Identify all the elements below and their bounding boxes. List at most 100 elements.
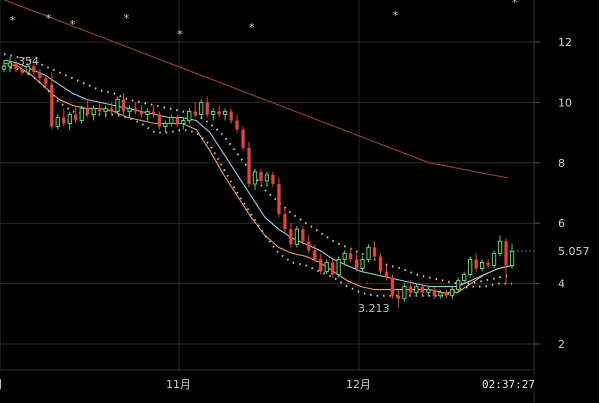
candle-body bbox=[444, 292, 448, 296]
candle-body bbox=[98, 108, 102, 112]
candle-body bbox=[229, 111, 233, 121]
candle-body bbox=[20, 69, 24, 73]
candle-body bbox=[283, 214, 287, 230]
price-tick-label: 2 bbox=[558, 338, 565, 351]
candle-body bbox=[86, 108, 90, 115]
candle-body bbox=[157, 114, 161, 127]
candle-body bbox=[384, 271, 389, 278]
signal-marker: * bbox=[46, 12, 52, 25]
candle-body bbox=[252, 171, 258, 185]
candle-body bbox=[486, 262, 490, 266]
time-tick-label: 月 bbox=[0, 378, 3, 391]
candle-body bbox=[349, 253, 353, 260]
candle-body bbox=[355, 259, 359, 269]
price-tick-label: 10 bbox=[558, 96, 572, 109]
candle-body bbox=[324, 262, 329, 273]
candle-body bbox=[509, 251, 515, 266]
candle-body bbox=[127, 107, 132, 112]
candle-body bbox=[211, 111, 216, 115]
candle-body bbox=[259, 171, 263, 181]
candle-body bbox=[372, 247, 377, 257]
candle-body bbox=[7, 62, 13, 67]
candle-body bbox=[491, 252, 497, 266]
candle-body bbox=[468, 258, 473, 275]
candle-body bbox=[360, 258, 365, 269]
candle-body bbox=[277, 183, 281, 215]
signal-marker: * bbox=[124, 12, 130, 25]
time-axis[interactable]: 月 11月 12月 bbox=[0, 378, 371, 391]
candle-body bbox=[55, 117, 60, 128]
price-tick-label: 6 bbox=[558, 217, 565, 230]
candle-body bbox=[438, 292, 443, 297]
candle-body bbox=[109, 108, 114, 112]
indicator-line-2 bbox=[3, 59, 513, 288]
current-time-box bbox=[474, 375, 540, 393]
time-tick-label: 12月 bbox=[346, 378, 371, 391]
candle-body bbox=[32, 66, 36, 73]
candle-body bbox=[115, 98, 120, 113]
candle-body bbox=[432, 289, 436, 296]
candle-body bbox=[426, 289, 431, 294]
candle-body bbox=[247, 147, 251, 184]
candle-body bbox=[319, 259, 323, 272]
current-time-label: 02:37:27 bbox=[482, 378, 535, 391]
candle-body bbox=[420, 286, 424, 293]
candle-body bbox=[79, 107, 84, 122]
candle-body bbox=[313, 250, 317, 260]
candle-body bbox=[217, 111, 221, 115]
candle-body bbox=[301, 229, 305, 242]
candle-body bbox=[133, 108, 138, 112]
candle-body bbox=[67, 114, 72, 125]
last-price-label: 5.057 bbox=[558, 245, 590, 258]
signal-marker: * bbox=[70, 18, 76, 31]
candle-body bbox=[390, 277, 395, 296]
price-tick-label: 4 bbox=[558, 278, 565, 291]
signal-marker: * bbox=[249, 21, 255, 34]
candle-body bbox=[396, 295, 401, 299]
indicator-line-5 bbox=[3, 0, 509, 179]
candle-body bbox=[480, 262, 485, 269]
candle-body bbox=[205, 102, 209, 115]
candle-body bbox=[366, 246, 371, 260]
candle-body bbox=[139, 111, 144, 115]
price-tick-label: 8 bbox=[558, 157, 565, 170]
candle-body bbox=[402, 286, 407, 300]
candle-body bbox=[169, 117, 174, 124]
candle-body bbox=[450, 289, 455, 297]
candle-body bbox=[331, 262, 335, 275]
candle-body bbox=[264, 174, 270, 182]
candle-body bbox=[241, 129, 245, 148]
candle-body bbox=[497, 240, 503, 254]
price-axis[interactable]: 2 4 6 8 10 12 bbox=[534, 36, 572, 351]
candle-body bbox=[271, 174, 275, 184]
candle-body bbox=[44, 78, 48, 85]
low-price-annotation: 3.213 bbox=[358, 302, 390, 315]
signal-marker: * bbox=[177, 28, 183, 41]
candle-body bbox=[103, 107, 108, 112]
candle-body bbox=[1, 65, 7, 70]
candle-body bbox=[504, 241, 508, 266]
time-tick-label: 11月 bbox=[166, 378, 191, 391]
candle-body bbox=[307, 241, 311, 251]
candle-body bbox=[199, 101, 204, 116]
candle-body bbox=[25, 65, 31, 73]
signal-marker: * bbox=[10, 14, 16, 27]
signal-marker: * bbox=[393, 9, 399, 22]
candle-body bbox=[50, 84, 54, 127]
candle-body bbox=[74, 114, 78, 121]
candle-body bbox=[91, 107, 96, 115]
candle-body bbox=[181, 120, 186, 124]
candle-body bbox=[14, 63, 18, 70]
candle-body bbox=[62, 117, 66, 124]
candle-body bbox=[151, 111, 156, 115]
candle-body bbox=[289, 229, 293, 245]
candle-body bbox=[38, 72, 42, 79]
signal-marker: * bbox=[512, 0, 518, 9]
candle-body bbox=[187, 111, 192, 122]
grid-lines bbox=[0, 0, 534, 370]
candle-body bbox=[462, 274, 467, 281]
candles[interactable] bbox=[1, 57, 515, 308]
candle-body bbox=[378, 256, 383, 272]
